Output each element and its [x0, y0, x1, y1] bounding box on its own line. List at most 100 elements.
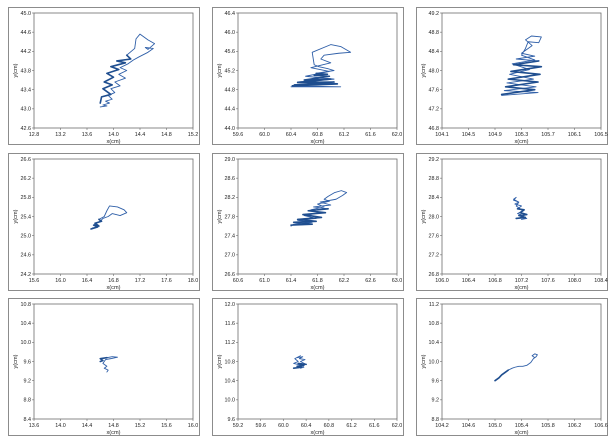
plot-area-frame: [237, 12, 398, 129]
y-tick-label: 44.6: [21, 30, 32, 36]
y-tick-label: 47.2: [429, 107, 440, 113]
y-tick-label: 27.6: [429, 233, 440, 239]
x-tick-label: 104.9: [488, 132, 502, 138]
y-tick-label: 10.4: [429, 340, 440, 346]
x-axis-label: x(cm): [311, 285, 325, 291]
chart-panel-2: 59.6 60.0 60.4 60.8 61.2 61.6 62.0 44.0 44.4 44.8…: [212, 7, 404, 145]
x-tick-label: 104.2: [435, 423, 449, 429]
y-tick-label: 44.2: [21, 49, 32, 55]
y-axis-label: y(cm): [13, 63, 19, 77]
x-tick-label: 104.6: [462, 423, 476, 429]
y-axis-label: y(cm): [13, 209, 19, 223]
x-tick-label: 16.4: [82, 278, 93, 284]
chart-svg: 104.1 104.5 104.9 105.3 105.7 106.1 106.5 46.8 4…: [421, 11, 608, 145]
x-tick-label: 14.8: [161, 132, 172, 138]
x-tick-label: 106.6: [594, 423, 608, 429]
y-tick-label: 9.6: [228, 417, 236, 423]
x-tick-label: 104.5: [462, 132, 476, 138]
y-tick-label: 42.6: [21, 126, 32, 132]
x-tick-label: 13.2: [55, 132, 66, 138]
x-tick-label: 60.4: [286, 132, 297, 138]
y-tick-label: 10.8: [429, 321, 440, 327]
trajectory-dense-segment: [515, 208, 528, 220]
y-tick-label: 10.0: [21, 340, 32, 346]
x-tick-label: 14.0: [55, 423, 66, 429]
chart-svg: 59.6 60.0 60.4 60.8 61.2 61.6 62.0 44.0 44.4 44.8…: [217, 11, 403, 145]
x-tick-label: 59.6: [233, 132, 244, 138]
y-tick-label: 47.6: [429, 87, 440, 93]
x-tick-label: 107.2: [515, 278, 529, 284]
y-tick-label: 10.4: [21, 321, 32, 327]
y-tick-label: 46.4: [225, 11, 236, 17]
chart-svg: 59.2 59.6 60.0 60.4 60.8 61.2 61.6 62.0 9.6 10.0 1…: [217, 302, 403, 436]
y-tick-label: 27.0: [225, 253, 236, 259]
x-tick-label: 61.2: [339, 132, 350, 138]
chart-svg: 60.6 61.0 61.4 61.8 62.2 62.6 63.0 26.6 27.0 27.4…: [217, 157, 402, 291]
x-tick-label: 106.4: [462, 278, 476, 284]
y-tick-label: 27.2: [429, 253, 440, 259]
x-tick-label: 61.2: [346, 423, 357, 429]
y-tick-label: 11.2: [429, 302, 439, 308]
chart-svg: 13.6 14.0 14.4 14.8 15.2 15.6 16.0 8.4 8.8 9.2 9.6…: [13, 302, 199, 436]
y-tick-label: 8.8: [432, 417, 440, 423]
x-axis-label: x(cm): [515, 285, 529, 291]
y-tick-label: 44.4: [225, 107, 236, 113]
chart-svg: 106.0 106.4 106.8 107.2 107.6 108.0 108.4 26.8 2…: [421, 157, 608, 291]
y-axis-label: y(cm): [13, 354, 19, 368]
y-axis-label: y(cm): [421, 63, 427, 77]
chart-panel-7: 13.6 14.0 14.4 14.8 15.2 15.6 16.0 8.4 8.8 9.2 9.6…: [8, 298, 200, 436]
y-tick-label: 24.6: [21, 253, 32, 259]
x-tick-label: 105.7: [541, 132, 555, 138]
x-tick-label: 106.2: [568, 423, 582, 429]
chart-panel-8: 59.2 59.6 60.0 60.4 60.8 61.2 61.6 62.0 9.6 10.0 1…: [212, 298, 404, 436]
y-tick-label: 48.8: [429, 30, 440, 36]
x-tick-label: 15.6: [161, 423, 172, 429]
x-tick-label: 15.2: [135, 423, 146, 429]
y-tick-label: 9.6: [432, 378, 440, 384]
y-tick-label: 9.6: [24, 359, 32, 365]
y-tick-label: 43.4: [21, 87, 32, 93]
y-tick-label: 29.2: [429, 157, 440, 163]
y-axis-label: y(cm): [217, 63, 223, 77]
y-tick-label: 27.4: [225, 233, 236, 239]
chart-panel-5: 60.6 61.0 61.4 61.8 62.2 62.6 63.0 26.6 27.0 27.4…: [212, 153, 404, 291]
chart-panel-6: 106.0 106.4 106.8 107.2 107.6 108.0 108.4 26.8 2…: [416, 153, 608, 291]
y-tick-label: 9.2: [432, 398, 440, 404]
x-tick-label: 59.2: [233, 423, 244, 429]
y-tick-label: 43.0: [21, 107, 32, 113]
trajectory-dense-segment: [99, 54, 132, 104]
trajectory-dense-segment: [290, 208, 329, 226]
plot-area-frame: [33, 303, 194, 420]
x-tick-label: 60.0: [278, 423, 289, 429]
y-axis-label: y(cm): [421, 209, 427, 223]
x-tick-label: 14.4: [82, 423, 93, 429]
x-tick-label: 105.8: [541, 423, 555, 429]
x-tick-label: 62.0: [392, 132, 403, 138]
x-tick-label: 15.2: [188, 132, 199, 138]
x-tick-label: 16.0: [188, 423, 199, 429]
x-axis-label: x(cm): [107, 139, 121, 145]
x-tick-label: 108.0: [568, 278, 582, 284]
x-tick-label: 13.6: [29, 423, 40, 429]
y-tick-label: 12.0: [225, 302, 236, 308]
y-tick-label: 46.8: [429, 126, 440, 132]
x-tick-label: 15.6: [29, 278, 40, 284]
x-tick-label: 16.0: [55, 278, 66, 284]
x-tick-label: 62.0: [392, 423, 403, 429]
y-tick-label: 10.0: [429, 359, 440, 365]
trajectory-line: [99, 33, 156, 108]
x-tick-label: 60.6: [233, 278, 244, 284]
y-tick-label: 26.6: [225, 272, 236, 278]
x-tick-label: 61.0: [259, 278, 270, 284]
x-tick-label: 105.3: [515, 132, 529, 138]
x-tick-label: 14.0: [108, 132, 119, 138]
x-tick-label: 60.8: [312, 132, 323, 138]
x-tick-label: 61.6: [365, 132, 376, 138]
x-tick-label: 60.4: [301, 423, 312, 429]
y-axis-label: y(cm): [421, 354, 427, 368]
y-axis-label: y(cm): [217, 354, 223, 368]
x-tick-label: 62.2: [339, 278, 350, 284]
x-tick-label: 18.0: [188, 278, 199, 284]
x-tick-label: 17.6: [161, 278, 172, 284]
plot-area-frame: [441, 303, 602, 420]
